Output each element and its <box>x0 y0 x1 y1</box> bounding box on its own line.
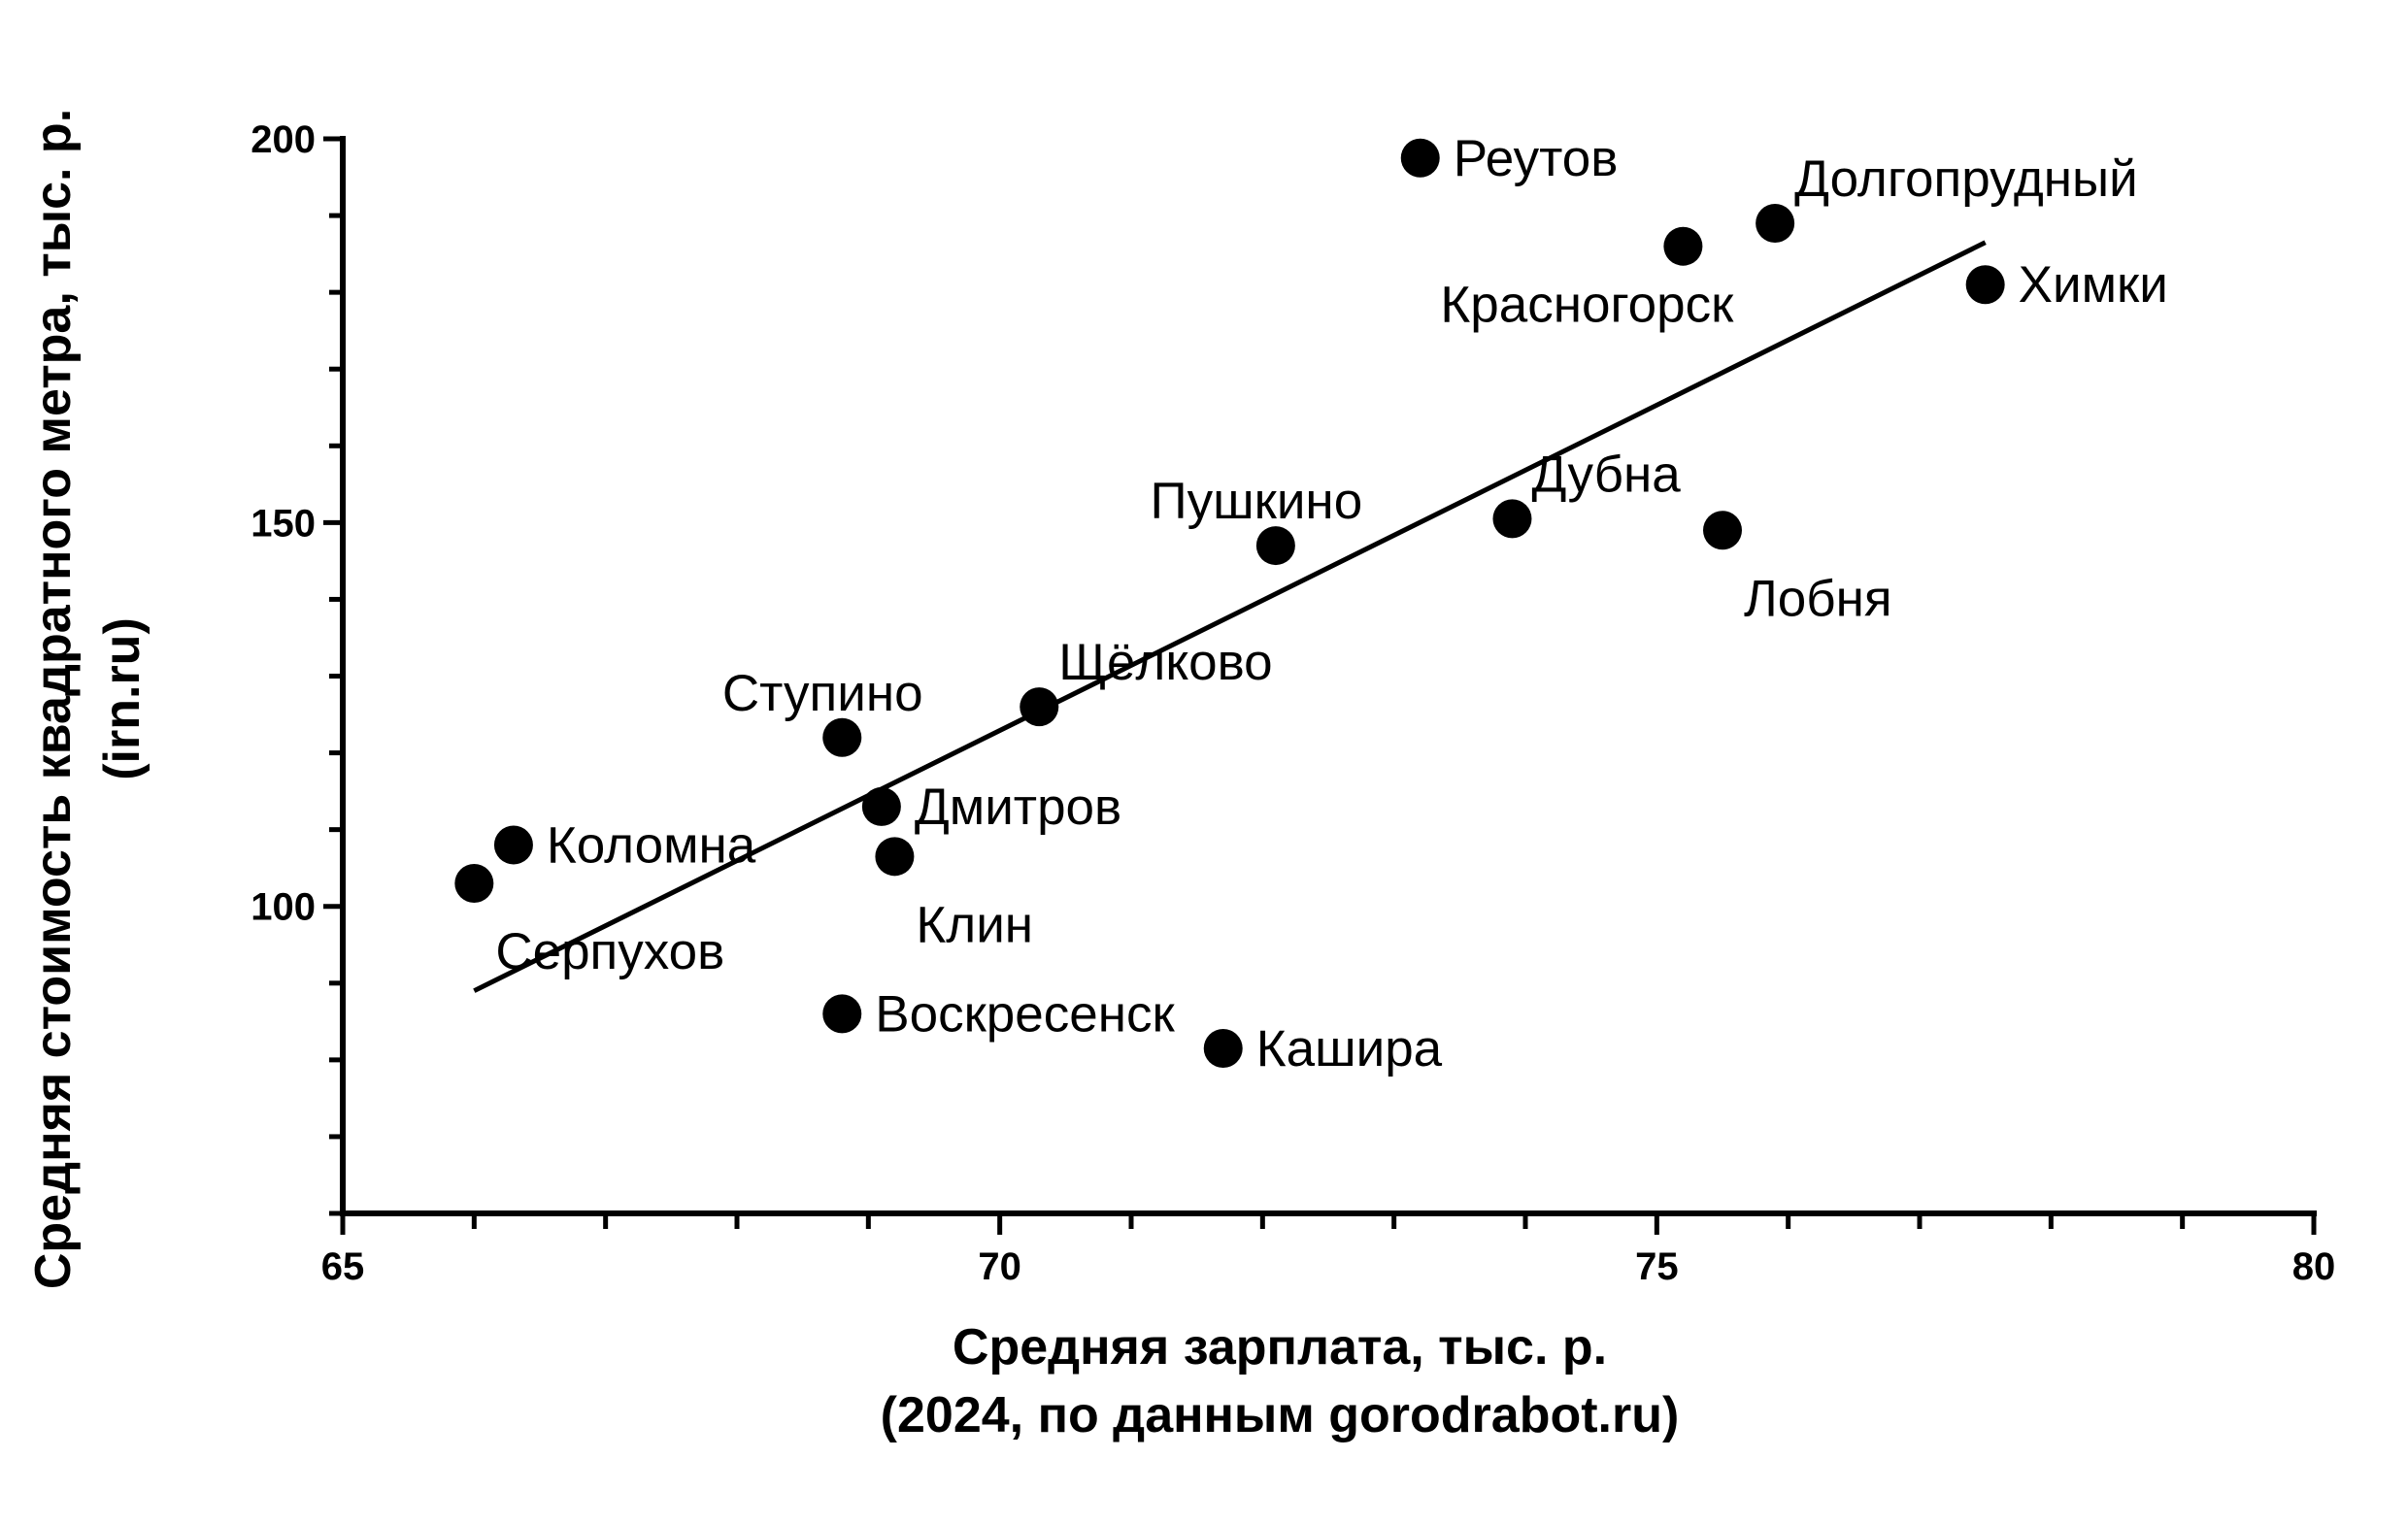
data-point <box>822 994 862 1034</box>
point-label: Ступино <box>722 665 923 722</box>
data-point <box>1965 265 2005 305</box>
data-point <box>1663 226 1703 266</box>
y-tick-label: 150 <box>251 502 316 545</box>
trendline-group <box>473 240 1987 993</box>
data-point <box>822 717 862 757</box>
data-point <box>1703 511 1742 550</box>
point-label: Долгопрудный <box>1794 150 2138 208</box>
point-label: Дубна <box>1531 446 1681 503</box>
point-label: Красногорск <box>1440 277 1734 334</box>
y-tick-label: 200 <box>251 118 316 161</box>
ticks: 100 150 200 65 70 75 80 <box>251 118 2335 1288</box>
x-axis-title: Средняя зарплата, тыс. р. <box>953 1319 1607 1376</box>
y-axis-subtitle: (irn.ru) <box>94 617 150 780</box>
point-label: Воскресенск <box>875 985 1175 1043</box>
axis-titles: Средняя зарплата, тыс. р. (2024, по данны… <box>25 109 1679 1443</box>
data-point <box>493 825 533 865</box>
y-tick-label: 100 <box>251 886 316 929</box>
point-label: Пушкино <box>1151 473 1363 530</box>
x-tick-label: 65 <box>321 1245 365 1288</box>
data-point <box>1020 687 1059 727</box>
point-label: Химки <box>2019 256 2168 314</box>
data-point <box>454 863 494 903</box>
labels-group: Реутов Долгопрудный Красногорск Химки Дубна П… <box>495 130 2168 1077</box>
data-point <box>1400 138 1440 178</box>
data-point <box>1203 1028 1243 1068</box>
points-group <box>454 138 2005 1068</box>
trendline <box>473 240 1987 993</box>
data-point <box>1492 499 1532 539</box>
point-label: Серпухов <box>495 923 724 980</box>
point-label: Кашира <box>1256 1020 1443 1077</box>
data-point <box>875 837 915 877</box>
point-label: Клин <box>916 896 1033 953</box>
y-axis-title: Средняя стоимость квадратного метра, тыс… <box>25 109 82 1289</box>
x-tick-label: 75 <box>1635 1245 1679 1288</box>
point-label: Коломна <box>547 816 756 874</box>
x-tick-label: 70 <box>978 1245 1021 1288</box>
data-point <box>1255 526 1295 566</box>
point-label: Щёлково <box>1058 634 1272 691</box>
x-axis-subtitle: (2024, по данным gorodrabot.ru) <box>881 1387 1680 1443</box>
x-tick-label: 80 <box>2292 1245 2336 1288</box>
data-point <box>861 786 901 826</box>
point-label: Лобня <box>1744 570 1892 627</box>
data-point <box>1756 203 1795 243</box>
point-label: Дмитров <box>915 779 1121 836</box>
point-label: Реутов <box>1454 130 1619 187</box>
